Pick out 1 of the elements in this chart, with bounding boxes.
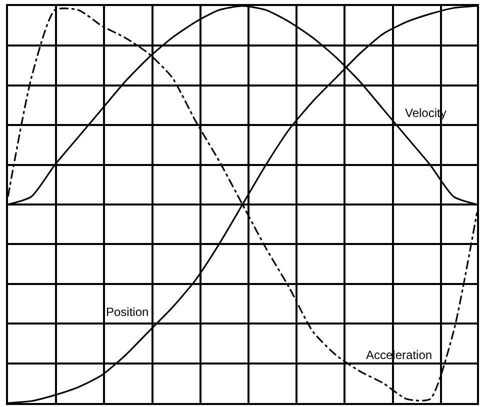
series-label: Position	[106, 305, 149, 319]
